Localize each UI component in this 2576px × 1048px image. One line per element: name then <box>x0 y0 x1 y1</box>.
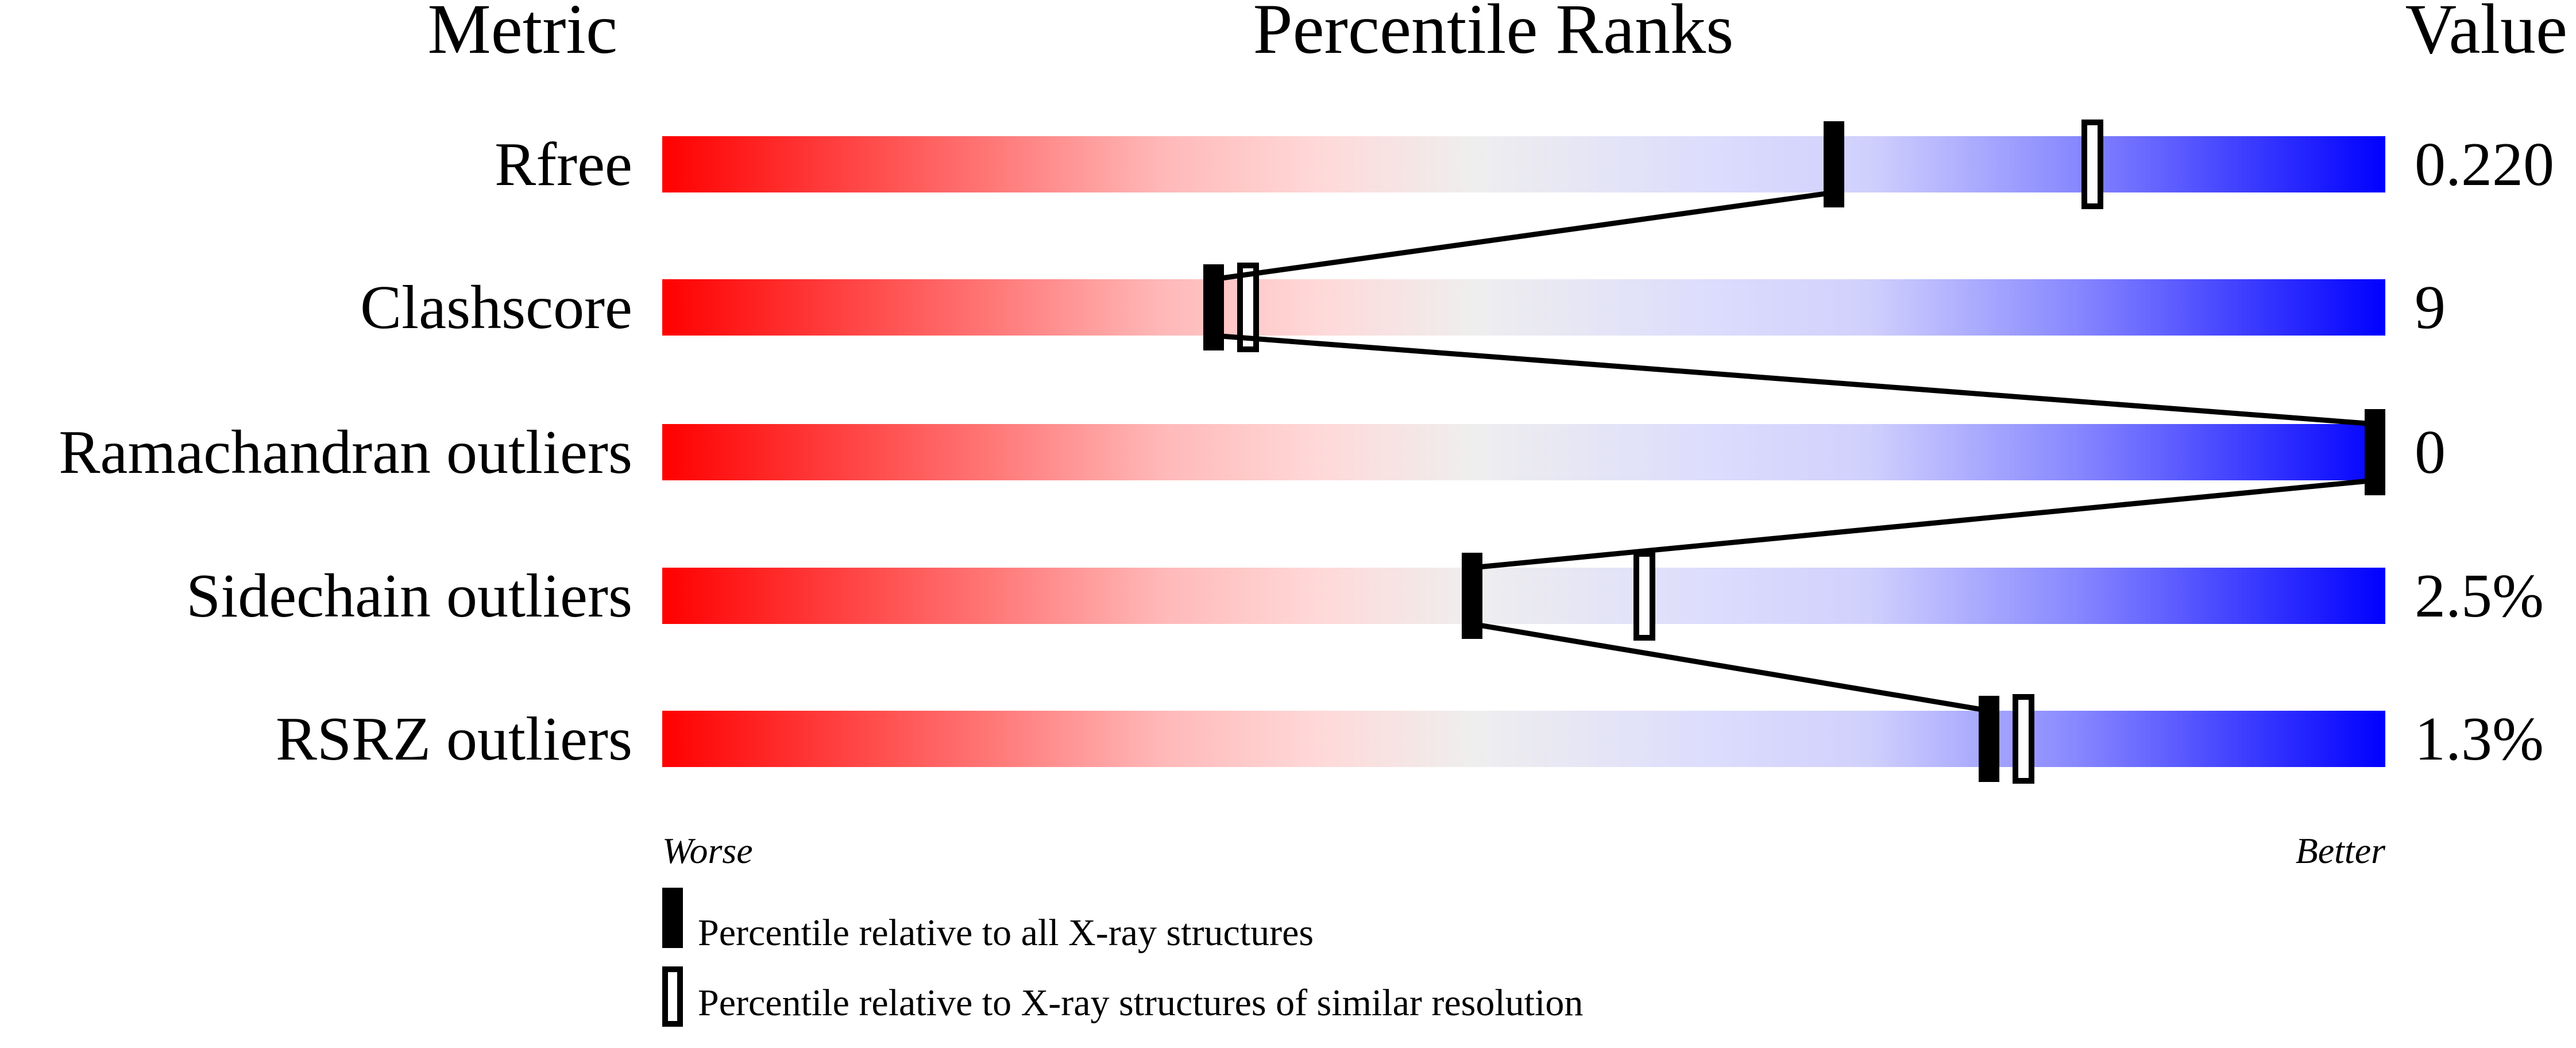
connector-line <box>1472 621 1990 714</box>
metric-label: Sidechain outliers <box>186 562 632 630</box>
metric-value: 9 <box>2415 273 2446 342</box>
metric-value: 1.3% <box>2415 705 2544 773</box>
worse-label: Worse <box>662 830 753 871</box>
legend-open-label: Percentile relative to X-ray structures … <box>698 982 1583 1024</box>
similar-resolution-marker <box>2013 694 2034 784</box>
percentile-bar <box>662 279 2385 336</box>
metric-label: Rfree <box>495 130 632 199</box>
connector-line <box>1213 333 2376 427</box>
similar-resolution-marker <box>1633 551 1655 641</box>
header-value: Value <box>2405 0 2567 68</box>
header-metric: Metric <box>427 0 617 68</box>
similar-resolution-marker <box>2081 120 2103 209</box>
header-percentile-ranks: Percentile Ranks <box>1253 0 1734 68</box>
metric-label: Ramachandran outliers <box>59 418 632 487</box>
percentile-bar <box>662 424 2385 480</box>
percentile-bar <box>662 568 2385 624</box>
percentile-bar <box>662 136 2385 192</box>
metric-value: 0.220 <box>2415 130 2554 199</box>
legend-open-marker <box>662 966 683 1027</box>
metric-value: 0 <box>2415 418 2446 487</box>
connector-line <box>1472 477 2376 571</box>
percentile-bar <box>662 711 2385 767</box>
better-label: Better <box>2296 830 2386 871</box>
metric-label: RSRZ outliers <box>276 705 632 773</box>
connector-line <box>1213 190 1835 282</box>
metric-value: 2.5% <box>2415 562 2544 630</box>
metric-label: Clashscore <box>360 273 632 342</box>
legend-filled-marker <box>662 888 683 948</box>
legend-filled-label: Percentile relative to all X-ray structu… <box>698 912 1314 954</box>
